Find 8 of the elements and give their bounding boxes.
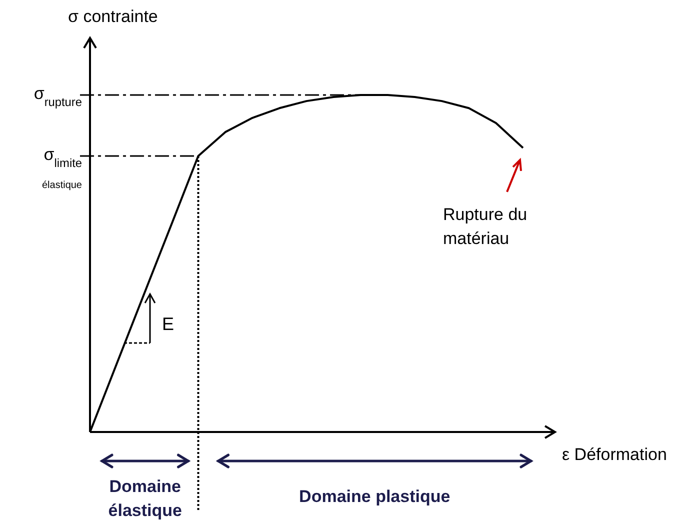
text: Domaine plastique	[299, 487, 450, 506]
x-axis-title: ε Déformation	[562, 445, 667, 464]
annotation: E	[162, 314, 174, 334]
annotation: Rupture du matériau	[443, 204, 528, 248]
ref-line-label: σ$_{rupture}$	[34, 84, 82, 109]
text: Domaine élastique	[108, 477, 182, 520]
y-axis-title: σ contrainte	[68, 7, 158, 26]
ref-line-label: σ$_{limite}$ élastique	[42, 144, 82, 191]
